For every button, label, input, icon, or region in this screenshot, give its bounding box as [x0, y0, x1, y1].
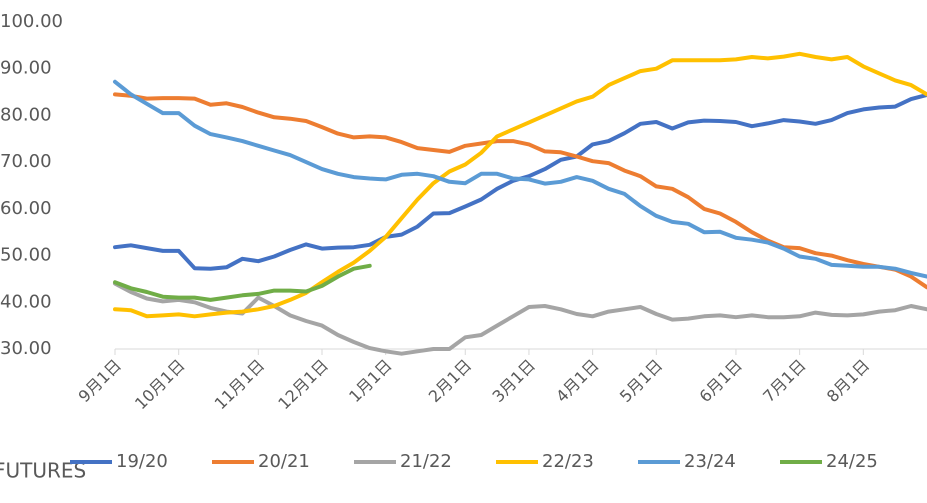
x-tick-label: 9月1日 [75, 356, 125, 406]
series-line [113, 79, 927, 279]
y-tick-label: 70.00 [0, 151, 52, 172]
series-line [113, 263, 372, 302]
legend-label: 19/20 [116, 451, 168, 472]
x-tick-label: 6月1日 [695, 356, 745, 406]
y-tick-label: 100.00 [0, 11, 63, 32]
series-line [113, 281, 927, 356]
y-tick-label: 30.00 [0, 338, 52, 359]
legend-label: 21/22 [400, 451, 452, 472]
y-tick-label: 40.00 [0, 291, 52, 312]
legend-label: 22/23 [542, 451, 594, 472]
x-tick-label: 4月1日 [552, 356, 602, 406]
y-tick-label: 50.00 [0, 245, 52, 266]
x-tick-label: 5月1日 [616, 356, 666, 406]
series-line [113, 92, 927, 290]
series-line [113, 92, 927, 271]
x-tick-label: 2月1日 [425, 356, 475, 406]
y-tick-label: 80.00 [0, 104, 52, 125]
x-tick-label: 3月1日 [489, 356, 539, 406]
legend-label: 23/24 [684, 451, 736, 472]
y-tick-label: 90.00 [0, 58, 52, 79]
x-tick-label: 7月1日 [759, 356, 809, 406]
legend-label: 24/25 [826, 451, 878, 472]
x-tick-label: 1月1日 [345, 356, 395, 406]
x-tick-label: 11月1日 [211, 356, 269, 414]
x-tick-label: 8月1日 [823, 356, 873, 406]
series-line [113, 51, 927, 319]
x-tick-label: 10月1日 [131, 356, 189, 414]
y-tick-label: 60.00 [0, 198, 52, 219]
legend-label: 20/21 [258, 451, 310, 472]
x-tick-label: 12月1日 [274, 356, 332, 414]
